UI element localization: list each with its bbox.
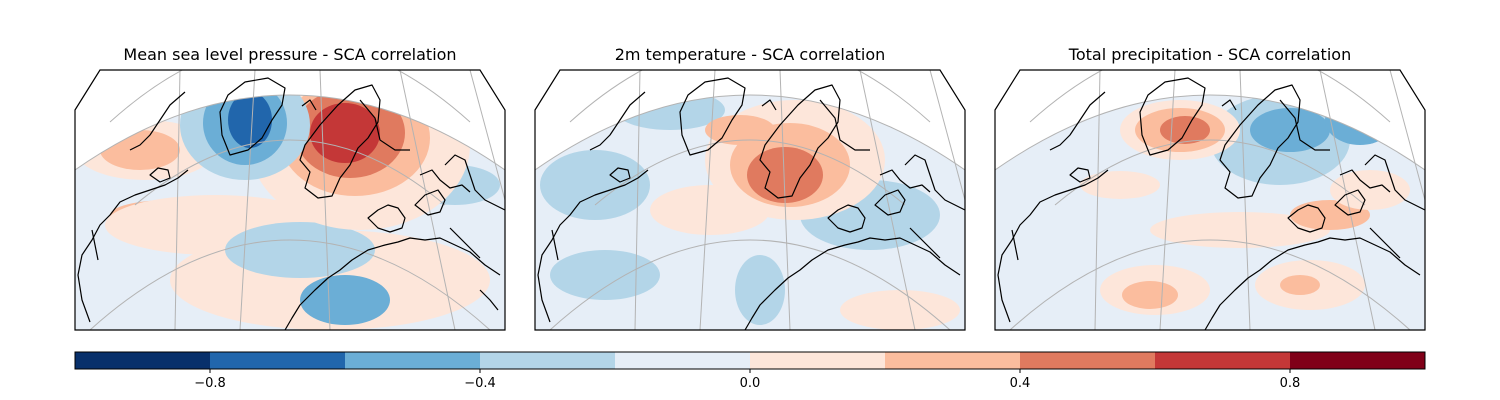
colorbar-segment	[885, 352, 1021, 369]
correlation-field-msl	[75, 95, 505, 330]
panel-title-tp: Total precipitation - SCA correlation	[1068, 45, 1352, 64]
map-frame-tp	[994, 69, 1426, 331]
colorbar-segment	[1290, 352, 1426, 369]
coastlines-msl	[77, 77, 505, 330]
colorbar-segment	[210, 352, 346, 369]
coastlines-t2m	[537, 77, 965, 330]
map-panel-tp	[994, 69, 1426, 331]
graticule-t2m	[535, 70, 965, 330]
correlation-field-tp	[995, 95, 1425, 330]
graticule-tp	[995, 70, 1425, 330]
colorbar-tick-label: 0.8	[1279, 376, 1301, 391]
colorbar-segment	[1020, 352, 1156, 369]
map-panel-msl	[74, 69, 506, 331]
colorbar	[74, 351, 1426, 373]
colorbar-segment	[345, 352, 481, 369]
map-frame-t2m	[534, 69, 966, 331]
correlation-field-t2m	[535, 95, 965, 330]
coastlines-tp	[997, 77, 1425, 330]
colorbar-tick-label: 0.0	[739, 376, 761, 391]
colorbar-segment	[75, 352, 211, 369]
panel-title-t2m: 2m temperature - SCA correlation	[614, 45, 886, 64]
map-panel-t2m	[534, 69, 966, 331]
colorbar-segment	[480, 352, 616, 369]
colorbar-tick-label: 0.4	[1009, 376, 1031, 391]
map-frame-msl	[74, 69, 506, 331]
colorbar-tick-label: −0.8	[194, 376, 226, 391]
colorbar-segment	[1155, 352, 1291, 369]
panel-title-msl: Mean sea level pressure - SCA correlatio…	[123, 45, 457, 64]
colorbar-tick-label: −0.4	[464, 376, 496, 391]
colorbar-segment	[615, 352, 751, 369]
graticule-msl	[75, 70, 505, 330]
colorbar-segment	[750, 352, 886, 369]
